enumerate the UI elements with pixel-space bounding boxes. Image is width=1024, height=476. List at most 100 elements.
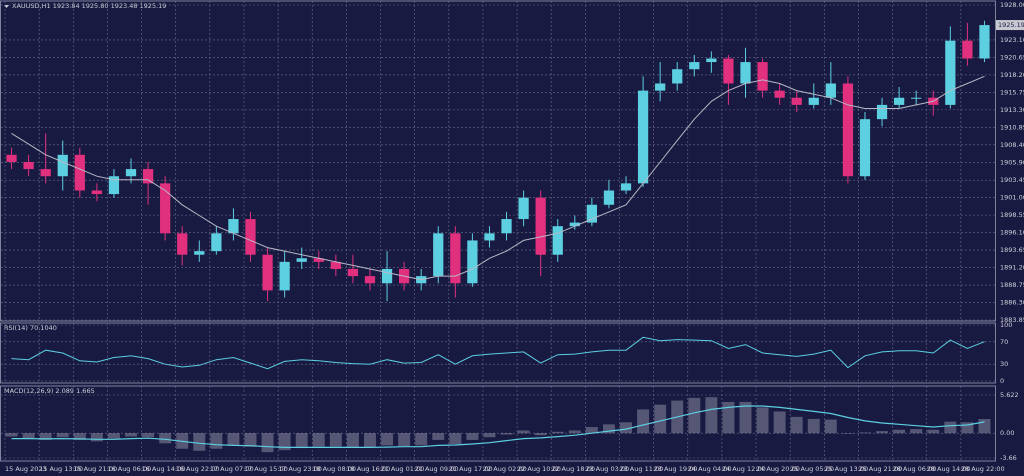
candle-body xyxy=(962,40,973,59)
candle-body xyxy=(586,204,597,223)
candle-body xyxy=(757,62,768,91)
candle-body xyxy=(911,97,922,99)
candle-body xyxy=(655,83,666,91)
candle-body xyxy=(774,90,785,98)
macd-bar xyxy=(227,433,240,446)
candle-body xyxy=(518,197,529,220)
candle-body xyxy=(467,240,478,284)
x-tick-label: 17 Aug 07:00 xyxy=(210,465,254,473)
candle-body xyxy=(894,97,905,105)
macd-bar xyxy=(824,419,837,434)
y-tick-label: 1923.10 xyxy=(1000,36,1024,44)
macd-bar xyxy=(859,432,871,434)
last-price-label: 1925.19 xyxy=(998,21,1024,29)
candle-body xyxy=(842,83,854,177)
macd-bar xyxy=(927,429,940,434)
candle-body xyxy=(194,251,205,255)
y-tick-label: 30 xyxy=(1000,360,1008,368)
candle-body xyxy=(569,222,580,227)
y-tick-label: 0 xyxy=(1000,377,1004,385)
rsi-panel xyxy=(0,322,996,384)
macd-bar xyxy=(654,404,667,434)
macd-bar xyxy=(500,433,513,435)
macd-bar xyxy=(517,430,530,434)
macd-bar xyxy=(381,433,394,446)
macd-bar xyxy=(449,433,462,445)
y-tick-label: 1905.90 xyxy=(1000,159,1024,167)
macd-bar xyxy=(261,433,274,453)
macd-bar xyxy=(398,433,411,447)
y-tick-label: 1920.65 xyxy=(1000,53,1024,61)
macd-bar xyxy=(773,411,786,434)
macd-bar xyxy=(73,433,86,440)
candle-body xyxy=(706,58,717,63)
y-tick-label: 1883.85 xyxy=(1000,316,1024,324)
candle-body xyxy=(347,268,359,277)
candle-body xyxy=(245,219,256,255)
macd-bar xyxy=(244,433,257,447)
price-tag xyxy=(996,20,1024,31)
macd-bar xyxy=(466,433,479,440)
macd-bar xyxy=(841,433,854,434)
candle-body xyxy=(125,169,137,177)
macd-bar xyxy=(978,418,991,434)
candle-body xyxy=(142,169,154,184)
candle-body xyxy=(279,261,290,291)
candle-body xyxy=(808,97,819,105)
y-tick-label: 5.622 xyxy=(1000,391,1019,399)
macd-bar xyxy=(705,397,718,434)
candle-body xyxy=(450,233,461,284)
candle-body xyxy=(620,183,632,191)
macd-bar xyxy=(620,422,632,434)
y-tick-label: 1886.30 xyxy=(1000,299,1024,307)
candle-body xyxy=(603,190,615,205)
macd-bar xyxy=(210,433,223,449)
macd-bar xyxy=(22,433,35,439)
x-tick-label: 15 Aug 13:00 xyxy=(39,465,83,473)
macd-bar xyxy=(722,401,735,434)
candle-body xyxy=(211,233,222,252)
macd-bar xyxy=(551,431,564,434)
candle-body xyxy=(330,261,341,269)
candle-body xyxy=(364,276,376,284)
macd-bar xyxy=(483,433,496,438)
candle-body xyxy=(552,226,563,255)
y-tick-label: 1888.75 xyxy=(1000,281,1024,289)
y-tick-label: 1898.55 xyxy=(1000,211,1024,219)
y-tick-label: 100 xyxy=(1000,321,1012,329)
candle-body xyxy=(876,104,888,120)
y-tick-label: 1896.10 xyxy=(1000,229,1024,237)
macd-signal xyxy=(11,405,985,448)
y-tick-label: 1913.30 xyxy=(1000,106,1024,114)
candle-body xyxy=(6,154,17,162)
macd-bar xyxy=(637,409,650,434)
macd-bar xyxy=(415,433,428,446)
candle-body xyxy=(228,219,239,234)
candle-body xyxy=(740,62,751,84)
x-tick-label: 25 Aug 13:00 xyxy=(824,465,868,473)
candle-body xyxy=(108,176,120,195)
macd-bar xyxy=(739,401,752,434)
y-tick-label: 1891.20 xyxy=(1000,264,1024,272)
candle-body xyxy=(672,69,683,84)
moving-average xyxy=(11,75,985,281)
x-tick-label: 21 Aug 17:00 xyxy=(449,465,493,473)
y-tick-label: 1908.40 xyxy=(1000,141,1024,149)
x-tick-label: 22 Aug 02:00 xyxy=(483,465,527,473)
y-tick-label: 1918.20 xyxy=(1000,71,1024,79)
x-tick-label: 16 Aug 14:00 xyxy=(142,465,186,473)
x-tick-label: 17 Aug 23:00 xyxy=(278,465,322,473)
macd-panel xyxy=(0,385,996,462)
y-tick-label: 1901.00 xyxy=(1000,194,1024,202)
x-tick-label: 18 Aug 16:00 xyxy=(346,465,390,473)
macd-bar xyxy=(329,433,342,447)
candle-body xyxy=(945,40,956,105)
macd-bar xyxy=(876,431,889,434)
x-tick-label: 28 Aug 06:00 xyxy=(893,465,937,473)
macd-title: MACD(12,26,9) 2.089 1.665 xyxy=(4,387,95,395)
x-tick-label: 21 Aug 01:00 xyxy=(381,465,425,473)
x-tick-label: 24 Aug 20:00 xyxy=(756,465,800,473)
candle-body xyxy=(262,254,273,291)
macd-bar xyxy=(534,433,547,436)
